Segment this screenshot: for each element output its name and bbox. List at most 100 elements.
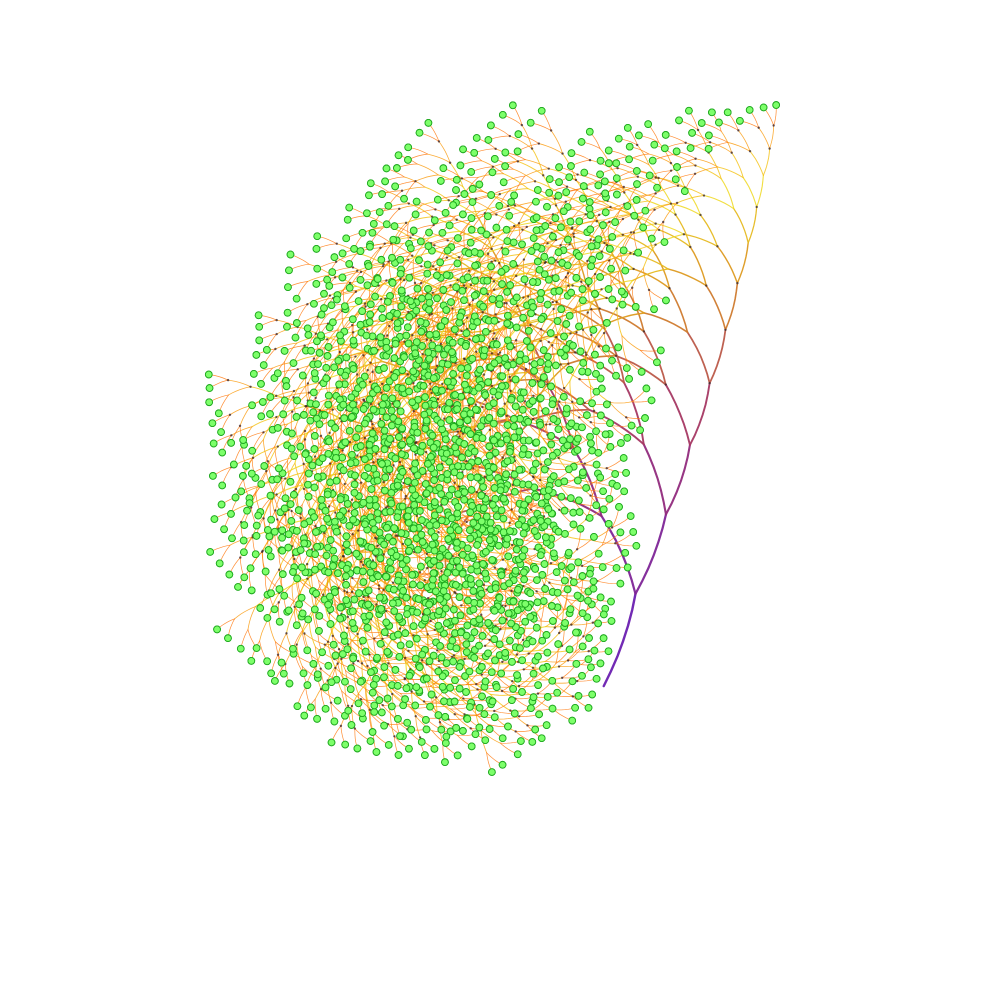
branch-segment [271, 498, 278, 520]
branch-segment [407, 570, 414, 594]
branch-node-dot [352, 662, 355, 665]
branch-segment [271, 390, 295, 399]
branch-node-dot [514, 730, 517, 733]
branch-node-dot [434, 696, 438, 699]
branch-node-dot [275, 332, 278, 336]
branch-segment [274, 532, 280, 556]
branch-node-dot [334, 666, 337, 670]
branch-node-dot [356, 659, 360, 663]
branch-node-dot [522, 668, 525, 671]
branch-segment [354, 530, 360, 554]
branch-node-dot [305, 562, 309, 566]
branch-segment [525, 159, 550, 170]
branch-node-dot [475, 683, 478, 686]
branch-node-dot [465, 520, 468, 524]
branch-segment [512, 168, 536, 182]
branch-segment [758, 127, 771, 149]
branch-segment [293, 377, 307, 398]
branch-node-dot [345, 591, 349, 594]
branch-segment [478, 689, 503, 692]
branch-segment [430, 237, 456, 244]
branch-node-dot [426, 566, 429, 570]
branch-segment [344, 683, 349, 707]
branch-segment [304, 419, 318, 440]
branch-segment [716, 245, 739, 284]
branch-node-dot [426, 633, 429, 636]
branch-node-dot [260, 550, 264, 554]
branch-node-dot [334, 511, 337, 514]
branch-node-dot [302, 487, 306, 491]
branch-node-dot [329, 701, 333, 704]
branch-node-dot [401, 542, 405, 546]
branch-node-dot [452, 654, 456, 657]
branch-node-dot [277, 601, 281, 604]
branch-node-dot [388, 472, 391, 476]
branch-node-dot [571, 695, 575, 698]
branch-node-dot [313, 455, 317, 458]
branch-node-dot [531, 666, 535, 669]
branch-node-dot [382, 588, 385, 591]
branch-node-dot [515, 653, 519, 656]
branch-node-dot [275, 415, 278, 419]
branch-segment [330, 623, 353, 641]
branch-node-dot [375, 452, 378, 456]
branch-node-dot [303, 632, 306, 635]
branch-node-dot [521, 638, 525, 642]
branch-segment [427, 681, 448, 701]
branch-node-dot [228, 413, 232, 416]
branch-node-dot [314, 524, 317, 528]
branch-node-dot [398, 460, 401, 464]
branch-node-dot [340, 657, 343, 661]
branch-node-dot [341, 555, 345, 558]
branch-segment [558, 617, 578, 634]
branch-segment [664, 383, 691, 446]
branch-node-dot [433, 628, 437, 632]
branch-segment [489, 693, 511, 712]
branch-segment [296, 644, 303, 667]
branch-node-dot [410, 690, 413, 693]
branch-segment [361, 662, 366, 690]
branch-segment [538, 649, 567, 653]
branch-node-dot [414, 715, 417, 718]
branch-node-dot [377, 587, 381, 591]
branch-segment [284, 342, 298, 363]
branch-node-dot [306, 577, 309, 580]
branch-node-dot [380, 391, 383, 394]
branch-node-dot [373, 637, 376, 640]
branch-node-dot [557, 631, 561, 635]
branch-node-dot [283, 513, 287, 516]
branch-segment [398, 204, 423, 210]
branch-node-dot [275, 394, 278, 398]
branch-segment [387, 661, 411, 665]
branch-segment [407, 703, 426, 719]
branch-node-dot [453, 713, 456, 716]
branch-segment [357, 633, 363, 664]
branch-node-dot [382, 553, 385, 556]
branch-segment [749, 150, 764, 176]
branch-segment [489, 693, 517, 696]
branch-node-dot [285, 632, 288, 635]
branch-segment [339, 532, 344, 557]
branch-node-dot [275, 493, 278, 496]
branch-node-dot [587, 650, 590, 653]
branch-node-dot [295, 643, 298, 646]
branch-node-dot [238, 424, 242, 428]
branch-segment [307, 274, 332, 282]
branch-segment [327, 680, 332, 704]
branch-segment [676, 195, 705, 204]
branch-segment [544, 660, 569, 663]
branch-segment [291, 584, 296, 608]
branch-segment [538, 663, 557, 681]
branch-segment [270, 457, 294, 467]
branch-segment [327, 641, 336, 669]
branch-segment [621, 335, 641, 351]
branch-node-dot [359, 481, 363, 484]
branch-node-dot [345, 626, 349, 630]
branch-segment [307, 532, 317, 554]
branch-segment [315, 646, 322, 670]
branch-node-dot [275, 318, 278, 322]
branch-segment [642, 267, 650, 291]
branch-segment [315, 313, 329, 335]
branch-segment [276, 483, 307, 496]
